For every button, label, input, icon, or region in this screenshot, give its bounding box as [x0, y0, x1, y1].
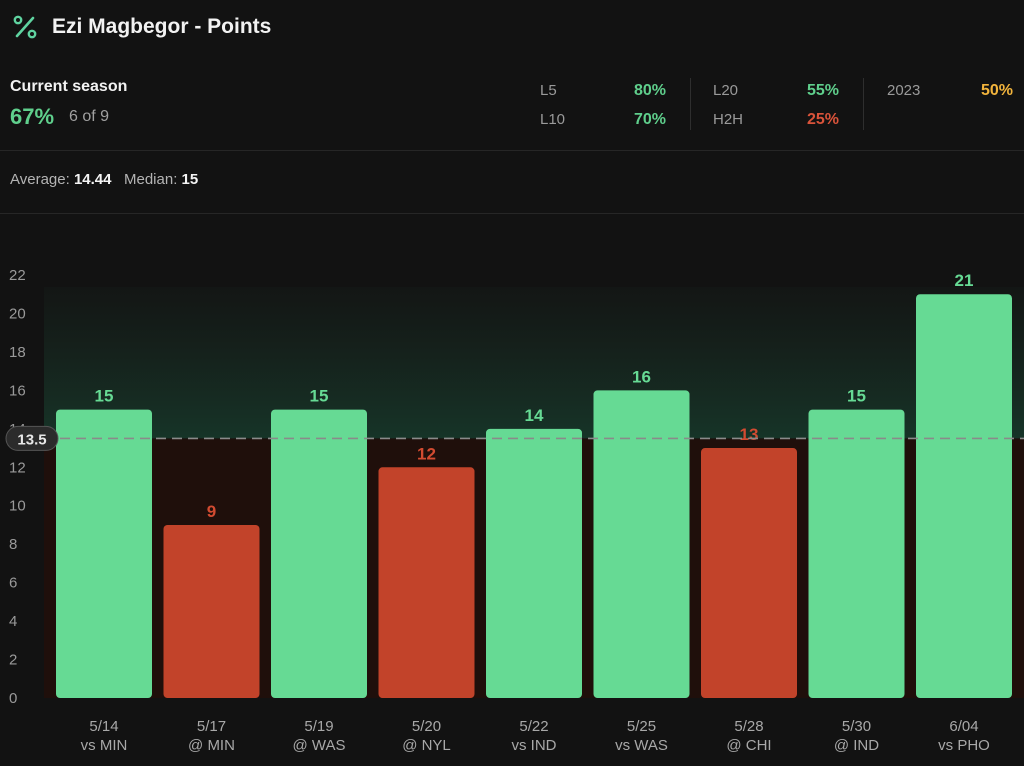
y-tick-label: 8 — [9, 536, 17, 553]
y-tick-label: 2 — [9, 652, 17, 669]
bar-value-label: 16 — [632, 367, 651, 386]
bar-value-label: 12 — [417, 444, 436, 463]
bar — [593, 390, 690, 698]
average-label: Average: — [10, 171, 70, 188]
x-tick-opponent: @ IND — [834, 737, 879, 754]
y-tick-label: 10 — [9, 498, 26, 515]
y-tick-label: 22 — [9, 267, 26, 284]
stat-2023-label: 2023 — [887, 82, 921, 99]
stat-l10-label: L10 — [540, 111, 566, 128]
bar-value-label: 15 — [847, 387, 866, 406]
y-tick-label: 0 — [9, 690, 17, 707]
y-tick-label: 4 — [9, 613, 17, 630]
y-tick-label: 16 — [9, 382, 26, 399]
bar — [701, 448, 797, 698]
bar — [163, 524, 260, 698]
stat-l20-label: L20 — [713, 82, 739, 99]
percent-icon — [13, 15, 37, 39]
stat-2023-value: 50% — [980, 82, 1013, 99]
stats-divider — [690, 78, 691, 130]
x-tick-date: 5/17 — [197, 718, 226, 735]
x-tick-date: 5/20 — [412, 718, 441, 735]
y-tick-label: 20 — [9, 305, 26, 322]
bar — [486, 428, 582, 698]
bar — [378, 467, 475, 698]
summary-line: Average: 14.44 Median: 15 — [10, 171, 198, 188]
bar-value-label: 15 — [310, 387, 329, 406]
x-tick-date: 5/30 — [842, 718, 871, 735]
bar-value-label: 13 — [740, 425, 759, 444]
x-tick-opponent: @ WAS — [292, 737, 345, 754]
x-tick-opponent: vs MIN — [81, 737, 128, 754]
x-tick-date: 5/28 — [734, 718, 763, 735]
x-tick-opponent: vs IND — [512, 737, 557, 754]
y-tick-label: 6 — [9, 575, 17, 592]
bar-value-label: 15 — [95, 387, 114, 406]
stat-l20-value: 55% — [806, 82, 839, 99]
season-hit-count: 6 of 9 — [69, 108, 110, 125]
bar-value-label: 14 — [525, 406, 544, 425]
x-tick-date: 5/22 — [519, 718, 548, 735]
bar-value-label: 9 — [207, 502, 216, 521]
y-tick-label: 18 — [9, 344, 26, 361]
chart-header: Ezi Magbegor - Points — [0, 0, 1024, 60]
season-label: Current season — [10, 78, 128, 95]
threshold-label: 13.5 — [17, 431, 46, 448]
current-season: Current season 67% 6 of 9 — [10, 78, 128, 129]
bar — [56, 409, 152, 698]
stat-h2h-value: 25% — [806, 111, 839, 128]
stat-l5-value: 80% — [633, 82, 666, 99]
bar-value-label: 21 — [955, 271, 974, 290]
stats-divider — [863, 78, 864, 130]
y-tick-label: 12 — [9, 459, 26, 476]
x-tick-opponent: @ CHI — [726, 737, 771, 754]
page-title: Ezi Magbegor - Points — [52, 15, 272, 38]
section-divider — [0, 150, 1024, 151]
median-value: 15 — [181, 171, 199, 188]
section-divider — [0, 213, 1024, 214]
average-value: 14.44 — [73, 171, 112, 188]
x-tick-date: 5/19 — [304, 718, 333, 735]
stat-l10-value: 70% — [633, 111, 666, 128]
x-tick-date: 5/14 — [89, 718, 118, 735]
bar — [916, 294, 1012, 698]
stat-h2h-label: H2H — [713, 111, 744, 128]
bar — [271, 409, 367, 698]
threshold-badge — [5, 425, 59, 451]
season-hit-rate: 67% — [10, 104, 55, 129]
bar — [808, 409, 905, 698]
x-tick-date: 5/25 — [627, 718, 656, 735]
stat-l5-label: L5 — [540, 82, 557, 99]
x-tick-opponent: @ MIN — [188, 737, 235, 754]
x-tick-date: 6/04 — [949, 718, 978, 735]
x-tick-opponent: vs PHO — [938, 737, 990, 754]
median-label: Median: — [124, 171, 178, 188]
x-tick-opponent: @ NYL — [402, 737, 451, 754]
x-tick-opponent: vs WAS — [615, 737, 668, 754]
